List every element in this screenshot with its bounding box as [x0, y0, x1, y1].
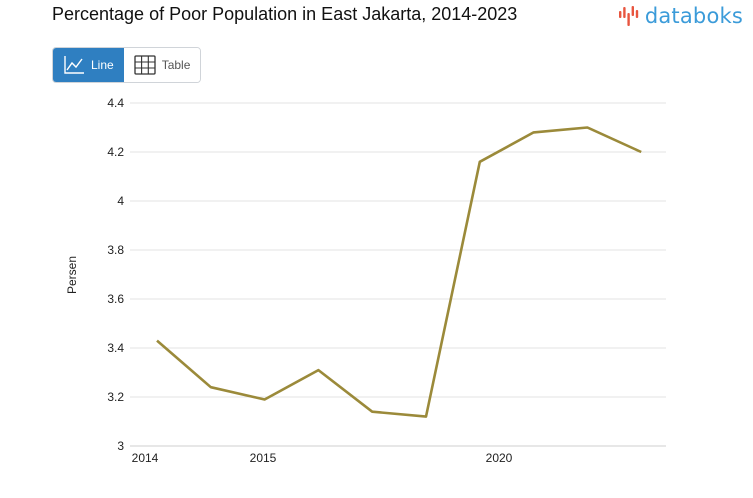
y-tick-label: 4 [117, 194, 124, 208]
data-point[interactable] [315, 367, 321, 373]
chart-title: Percentage of Poor Population in East Ja… [52, 4, 518, 24]
data-point[interactable] [423, 414, 429, 420]
data-point[interactable] [638, 149, 644, 155]
table-view-label: Table [161, 58, 191, 72]
data-point[interactable] [531, 129, 537, 135]
data-point[interactable] [154, 338, 160, 344]
data-point[interactable] [369, 409, 375, 415]
data-point[interactable] [208, 384, 214, 390]
table-view-button[interactable]: Table [123, 48, 201, 82]
logo-text: databoks [644, 4, 743, 28]
x-tick-label: 2020 [486, 451, 513, 465]
y-tick-label: 3.8 [107, 243, 124, 257]
x-tick-labels: 2014 2015 2020 [132, 451, 513, 465]
y-tick-label: 3.4 [107, 341, 124, 355]
data-point[interactable] [262, 396, 268, 402]
y-tick-labels: 3 3.2 3.4 3.6 3.8 4 4.2 4.4 [107, 96, 124, 453]
data-point[interactable] [584, 125, 590, 131]
data-point[interactable] [477, 159, 483, 165]
series-layer [154, 125, 644, 420]
x-tick-label: 2015 [250, 451, 277, 465]
databoks-logo-icon [618, 6, 639, 26]
gridlines [130, 102, 666, 447]
view-toggle: Line Table [52, 47, 202, 83]
x-tick-label: 2014 [132, 451, 159, 465]
line-view-label: Line [91, 58, 114, 72]
y-tick-label: 3.6 [107, 292, 124, 306]
y-tick-label: 3 [117, 439, 124, 453]
table-icon [134, 55, 156, 75]
y-tick-label: 3.2 [107, 390, 124, 404]
y-tick-label: 4.4 [107, 96, 124, 110]
series-line [156, 126, 642, 418]
databoks-logo: databoks [618, 2, 743, 30]
line-view-button[interactable]: Line [53, 48, 124, 82]
line-chart-icon [64, 56, 84, 74]
y-tick-label: 4.2 [107, 145, 124, 159]
